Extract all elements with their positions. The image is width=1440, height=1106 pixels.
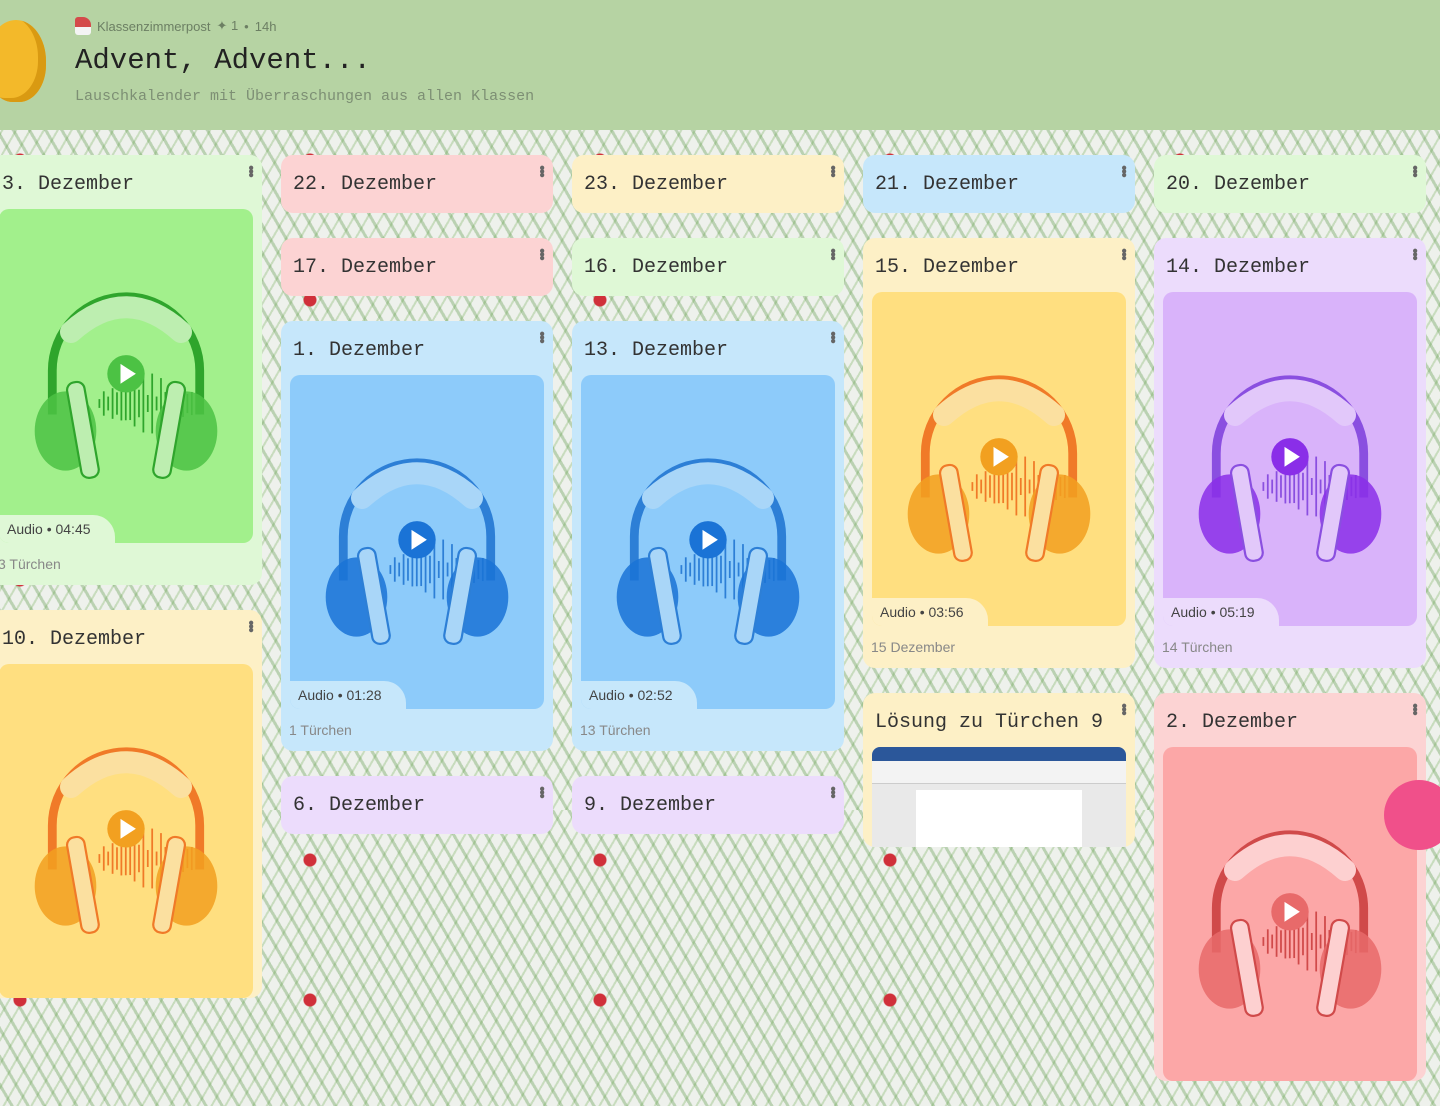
post-card[interactable]: 14. Dezember ••• Audio • 05:19 14 Türchen: [1154, 238, 1426, 668]
audio-player[interactable]: Audio • 02:52: [581, 375, 835, 709]
post-card[interactable]: 23. Dezember •••: [572, 155, 844, 213]
card-title: 9. Dezember: [584, 793, 717, 817]
document-preview[interactable]: [872, 747, 1126, 847]
more-options-icon[interactable]: •••: [824, 165, 841, 176]
headphones-play-icon[interactable]: [1195, 804, 1385, 1024]
card-caption: 13 Türchen: [580, 722, 651, 738]
audio-duration-badge: Audio • 02:52: [581, 681, 697, 709]
card-title: 15. Dezember: [875, 255, 1020, 279]
more-options-icon[interactable]: •••: [242, 620, 259, 631]
column: 3. Dezember ••• Audio • 04:45 3 Türchen 10…: [0, 155, 262, 1023]
page-subtitle: Lauschkalender mit Überraschungen aus al…: [75, 88, 535, 105]
post-card[interactable]: 22. Dezember •••: [281, 155, 553, 213]
author-name[interactable]: Klassenzimmerpost: [97, 18, 211, 34]
card-title: 23. Dezember: [584, 172, 729, 196]
more-options-icon[interactable]: •••: [533, 165, 550, 176]
post-card[interactable]: Lösung zu Türchen 9 •••: [863, 693, 1135, 847]
more-options-icon[interactable]: •••: [533, 331, 550, 342]
card-title: 1. Dezember: [293, 338, 426, 362]
column: 21. Dezember ••• 15. Dezember ••• Audio •…: [863, 155, 1135, 872]
post-card[interactable]: 17. Dezember •••: [281, 238, 553, 296]
card-caption: 3 Türchen: [0, 556, 61, 572]
more-options-icon[interactable]: •••: [1406, 703, 1423, 714]
more-options-icon[interactable]: •••: [1115, 248, 1132, 259]
headphones-play-icon[interactable]: [31, 721, 221, 941]
post-card[interactable]: 6. Dezember •••: [281, 776, 553, 834]
post-card[interactable]: 13. Dezember ••• Audio • 02:52 13 Türchen: [572, 321, 844, 751]
headphones-play-icon[interactable]: [322, 432, 512, 652]
post-card[interactable]: 21. Dezember •••: [863, 155, 1135, 213]
more-options-icon[interactable]: •••: [533, 786, 550, 797]
audio-duration-badge: Audio • 05:19: [1163, 598, 1279, 626]
card-title: 3. Dezember: [2, 172, 135, 196]
card-title: 21. Dezember: [875, 172, 1020, 196]
audio-player[interactable]: [0, 664, 253, 998]
post-meta: Klassenzimmerpost ✦ 1 • 14h: [75, 17, 276, 35]
card-title: 2. Dezember: [1166, 710, 1299, 734]
card-title: Lösung zu Türchen 9: [875, 710, 1104, 734]
audio-player[interactable]: Audio • 01:28: [290, 375, 544, 709]
page-title: Advent, Advent...: [75, 44, 371, 77]
post-card[interactable]: 10. Dezember •••: [0, 610, 262, 998]
ear-emoji-icon: [0, 20, 46, 102]
more-options-icon[interactable]: •••: [1406, 248, 1423, 259]
audio-duration-badge: Audio • 03:56: [872, 598, 988, 626]
headphones-play-icon[interactable]: [1195, 349, 1385, 569]
post-age: 14h: [254, 18, 277, 34]
more-options-icon[interactable]: •••: [824, 331, 841, 342]
post-header: Klassenzimmerpost ✦ 1 • 14h Advent, Adve…: [0, 0, 1440, 130]
headphones-play-icon[interactable]: [31, 266, 221, 486]
card-title: 13. Dezember: [584, 338, 729, 362]
column: 23. Dezember ••• 16. Dezember ••• 13. Deze…: [572, 155, 844, 859]
card-title: 20. Dezember: [1166, 172, 1311, 196]
card-title: 10. Dezember: [2, 627, 147, 651]
more-options-icon[interactable]: •••: [1115, 703, 1132, 714]
audio-player[interactable]: [1163, 747, 1417, 1081]
audio-player[interactable]: Audio • 03:56: [872, 292, 1126, 626]
card-caption: 14 Türchen: [1162, 639, 1233, 655]
post-card[interactable]: 20. Dezember •••: [1154, 155, 1426, 213]
more-options-icon[interactable]: •••: [1406, 165, 1423, 176]
card-caption: 1 Türchen: [289, 722, 352, 738]
more-options-icon[interactable]: •••: [824, 786, 841, 797]
more-options-icon[interactable]: •••: [533, 248, 550, 259]
audio-player[interactable]: Audio • 04:45: [0, 209, 253, 543]
card-title: 16. Dezember: [584, 255, 729, 279]
author-avatar[interactable]: [75, 17, 91, 35]
separator: •: [244, 18, 249, 34]
audio-duration-badge: Audio • 01:28: [290, 681, 406, 709]
audio-player[interactable]: Audio • 05:19: [1163, 292, 1417, 626]
audio-duration-badge: Audio • 04:45: [0, 515, 115, 543]
card-title: 14. Dezember: [1166, 255, 1311, 279]
post-card[interactable]: 2. Dezember •••: [1154, 693, 1426, 1081]
post-card[interactable]: 16. Dezember •••: [572, 238, 844, 296]
card-caption: 15 Dezember: [871, 639, 956, 655]
post-card[interactable]: 9. Dezember •••: [572, 776, 844, 834]
card-title: 6. Dezember: [293, 793, 426, 817]
column: 22. Dezember ••• 17. Dezember ••• 1. Dezem…: [281, 155, 553, 859]
more-options-icon[interactable]: •••: [824, 248, 841, 259]
card-title: 22. Dezember: [293, 172, 438, 196]
more-options-icon[interactable]: •••: [1115, 165, 1132, 176]
post-card[interactable]: 3. Dezember ••• Audio • 04:45 3 Türchen: [0, 155, 262, 585]
post-card[interactable]: 15. Dezember ••• Audio • 03:56 15 Dezembe…: [863, 238, 1135, 668]
column: 20. Dezember ••• 14. Dezember ••• Audio •…: [1154, 155, 1426, 1106]
post-card[interactable]: 1. Dezember ••• Audio • 01:28 1 Türchen: [281, 321, 553, 751]
headphones-play-icon[interactable]: [613, 432, 803, 652]
like-count[interactable]: ✦ 1: [216, 18, 239, 33]
card-title: 17. Dezember: [293, 255, 438, 279]
headphones-play-icon[interactable]: [904, 349, 1094, 569]
more-options-icon[interactable]: •••: [242, 165, 259, 176]
